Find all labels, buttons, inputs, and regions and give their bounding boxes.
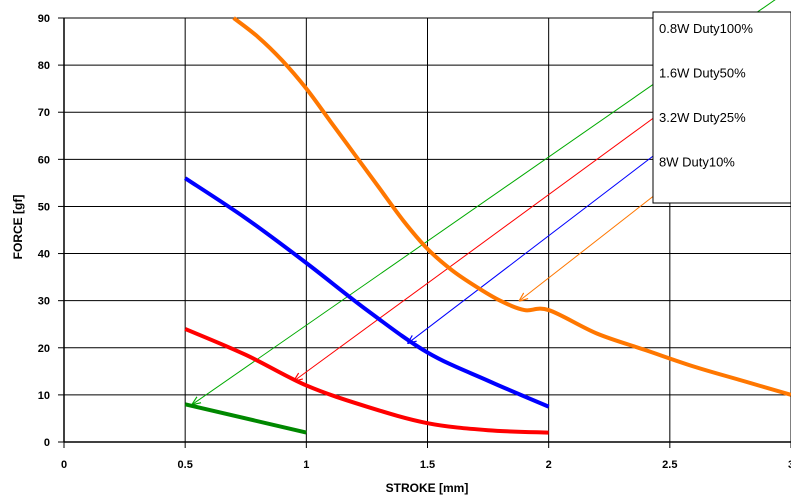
y-tick-label: 0 (44, 437, 50, 449)
x-tick-label: 0 (61, 459, 67, 471)
series-line-0 (232, 16, 791, 397)
y-tick-label: 20 (38, 343, 50, 355)
x-tick-label: 2 (546, 459, 552, 471)
series-line-1 (184, 176, 550, 409)
axes (58, 17, 791, 448)
y-tick-label: 30 (38, 296, 50, 308)
y-tick-label: 10 (38, 390, 50, 402)
legend-box (652, 11, 791, 204)
series-lines (184, 16, 791, 435)
x-tick-labels: 0 0.5 1 1.5 2 2.5 3 (61, 459, 791, 471)
y-tick-label: 50 (38, 201, 50, 213)
y-tick-label: 90 (38, 13, 50, 25)
legend-entry: 3.2W Duty25% (659, 110, 746, 125)
y-tick-labels: 0 10 20 30 40 50 60 70 80 90 (38, 13, 50, 449)
series-line-3 (184, 402, 307, 435)
y-tick-label: 70 (38, 107, 50, 119)
y-tick-label: 40 (38, 249, 50, 261)
series-line-2 (184, 327, 549, 435)
legend: 0.8W Duty100% 1.6W Duty50% 3.2W Duty25% 8W … (652, 11, 791, 204)
x-tick-label: 0.5 (178, 459, 193, 471)
x-axis-title: STROKE [mm] (386, 481, 469, 495)
legend-entry: 8W Duty10% (659, 155, 735, 170)
y-tick-label: 60 (38, 154, 50, 166)
x-tick-label: 1 (303, 459, 309, 471)
legend-entry: 0.8W Duty100% (659, 21, 753, 36)
y-axis-title: FORCE [gf] (11, 195, 25, 260)
legend-entry: 1.6W Duty50% (659, 66, 746, 81)
x-tick-label: 2.5 (662, 459, 677, 471)
x-tick-label: 1.5 (420, 459, 435, 471)
y-tick-label: 80 (38, 60, 50, 72)
x-tick-label: 3 (788, 459, 791, 471)
